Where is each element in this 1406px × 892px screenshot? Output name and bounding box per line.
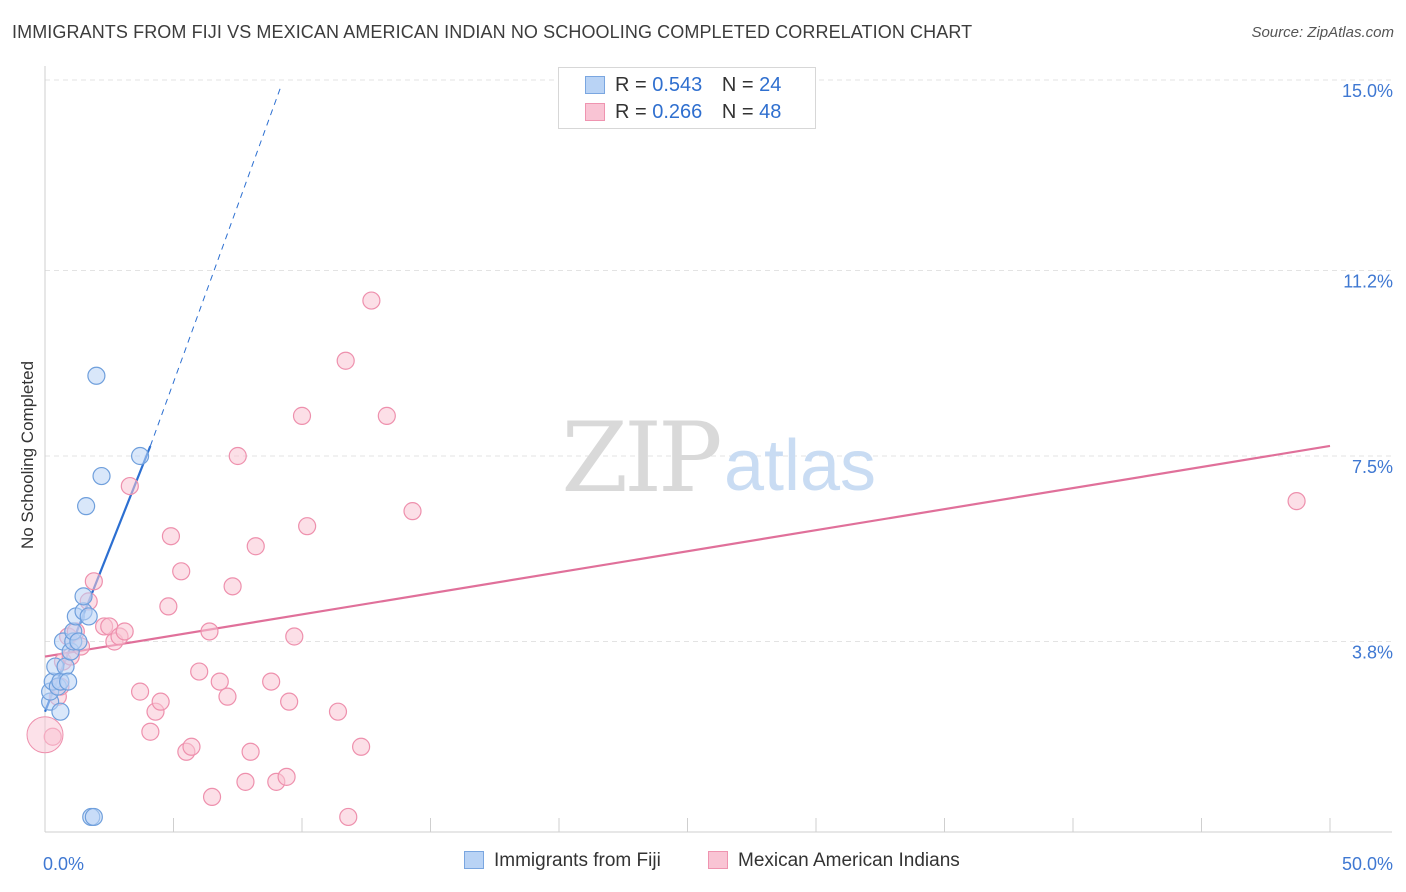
point-mexican xyxy=(84,572,103,591)
watermark-zip: ZIP xyxy=(561,402,720,514)
y-tick-label: 15.0% xyxy=(1342,81,1393,101)
bottom-legend-fiji-label: Immigrants from Fiji xyxy=(494,850,661,871)
point-mexican xyxy=(285,627,304,646)
watermark: ZIP atlas xyxy=(561,402,876,514)
trend-fiji-extrapolated xyxy=(149,84,282,447)
point-mexican xyxy=(362,291,381,310)
point-mexican xyxy=(202,787,222,807)
x-tick-label-min: 0.0% xyxy=(43,854,84,874)
y-tick-label: 11.2% xyxy=(1343,272,1393,292)
point-mexican xyxy=(159,597,178,616)
bottom-legend-fiji: Immigrants from Fiji xyxy=(464,850,661,872)
point-mexican xyxy=(120,476,139,496)
legend-n-value: 24 xyxy=(759,74,782,96)
bottom-swatch-fiji xyxy=(464,851,484,869)
legend-swatch-mexican xyxy=(585,103,605,121)
legend-n-value: 48 xyxy=(759,101,782,123)
point-mexican xyxy=(277,767,296,786)
point-mexican xyxy=(223,577,242,596)
data-points xyxy=(26,291,1306,827)
chart-title: IMMIGRANTS FROM FIJI VS MEXICAN AMERICAN… xyxy=(12,22,973,42)
y-tick-label: 7.5% xyxy=(1352,457,1393,477)
point-mexican xyxy=(130,682,150,701)
legend-n-label: N = xyxy=(721,101,754,123)
point-fiji xyxy=(87,366,106,385)
trend-lines xyxy=(43,84,1331,713)
point-mexican xyxy=(1287,492,1306,511)
point-fiji xyxy=(130,446,150,466)
point-mexican xyxy=(161,527,181,546)
point-mexican xyxy=(141,722,160,741)
point-mexican xyxy=(328,702,348,721)
point-mexican xyxy=(200,622,219,641)
point-mexican xyxy=(218,687,237,706)
point-mexican xyxy=(336,351,355,370)
point-mexican xyxy=(228,446,247,466)
point-mexican xyxy=(190,662,209,681)
point-fiji xyxy=(79,607,98,626)
legend-r-label: R = xyxy=(615,74,647,96)
y-axis-label: No Schooling Completed xyxy=(18,360,37,550)
bottom-legend-mexican: Mexican American Indians xyxy=(708,850,960,872)
point-fiji xyxy=(51,702,70,721)
point-mexican xyxy=(298,517,317,536)
point-mexican xyxy=(182,737,201,756)
watermark-atlas: atlas xyxy=(724,426,876,506)
point-mexican xyxy=(377,406,396,425)
legend-swatch-fiji xyxy=(585,76,605,94)
legend-r-value: 0.543 xyxy=(652,74,703,96)
point-mexican xyxy=(115,622,134,641)
grid-lines xyxy=(45,79,1392,642)
tick-labels: 3.8% 7.5% 11.2% 15.0% 0.0% 50.0% xyxy=(43,81,1393,874)
legend-r-value: 0.266 xyxy=(652,101,703,123)
y-tick-label: 3.8% xyxy=(1352,642,1393,662)
point-mexican xyxy=(241,742,260,761)
point-mexican xyxy=(246,537,265,556)
point-mexican-large xyxy=(26,716,64,754)
point-mexican xyxy=(262,672,281,691)
point-fiji xyxy=(77,497,96,516)
legend-r-label: R = xyxy=(615,101,647,123)
legend-row-mexican: R = 0.266 N = 48 xyxy=(585,101,781,127)
point-fiji xyxy=(56,657,75,676)
point-mexican xyxy=(403,502,422,521)
trend-mexican xyxy=(44,444,1331,658)
point-mexican xyxy=(172,562,191,581)
point-mexican xyxy=(236,772,255,791)
x-tick-label-max: 50.0% xyxy=(1342,854,1393,874)
point-mexican xyxy=(292,406,312,425)
point-fiji xyxy=(74,587,93,606)
point-mexican xyxy=(151,692,170,711)
point-mexican xyxy=(280,692,299,711)
source-note: Source: ZipAtlas.com xyxy=(1251,24,1394,41)
point-mexican xyxy=(210,672,229,691)
bottom-legend-mexican-label: Mexican American Indians xyxy=(738,850,960,871)
point-mexican xyxy=(352,737,371,756)
legend-n-label: N = xyxy=(721,74,754,96)
stats-legend: R = 0.543 N = 24 R = 0.266 N = 48 xyxy=(558,67,816,129)
point-fiji xyxy=(92,466,111,486)
point-fiji xyxy=(84,807,103,827)
point-fiji xyxy=(69,632,88,651)
bottom-swatch-mexican xyxy=(708,851,728,869)
point-fiji xyxy=(59,672,78,691)
legend-row-fiji: R = 0.543 N = 24 xyxy=(585,74,781,100)
point-mexican xyxy=(339,807,358,827)
